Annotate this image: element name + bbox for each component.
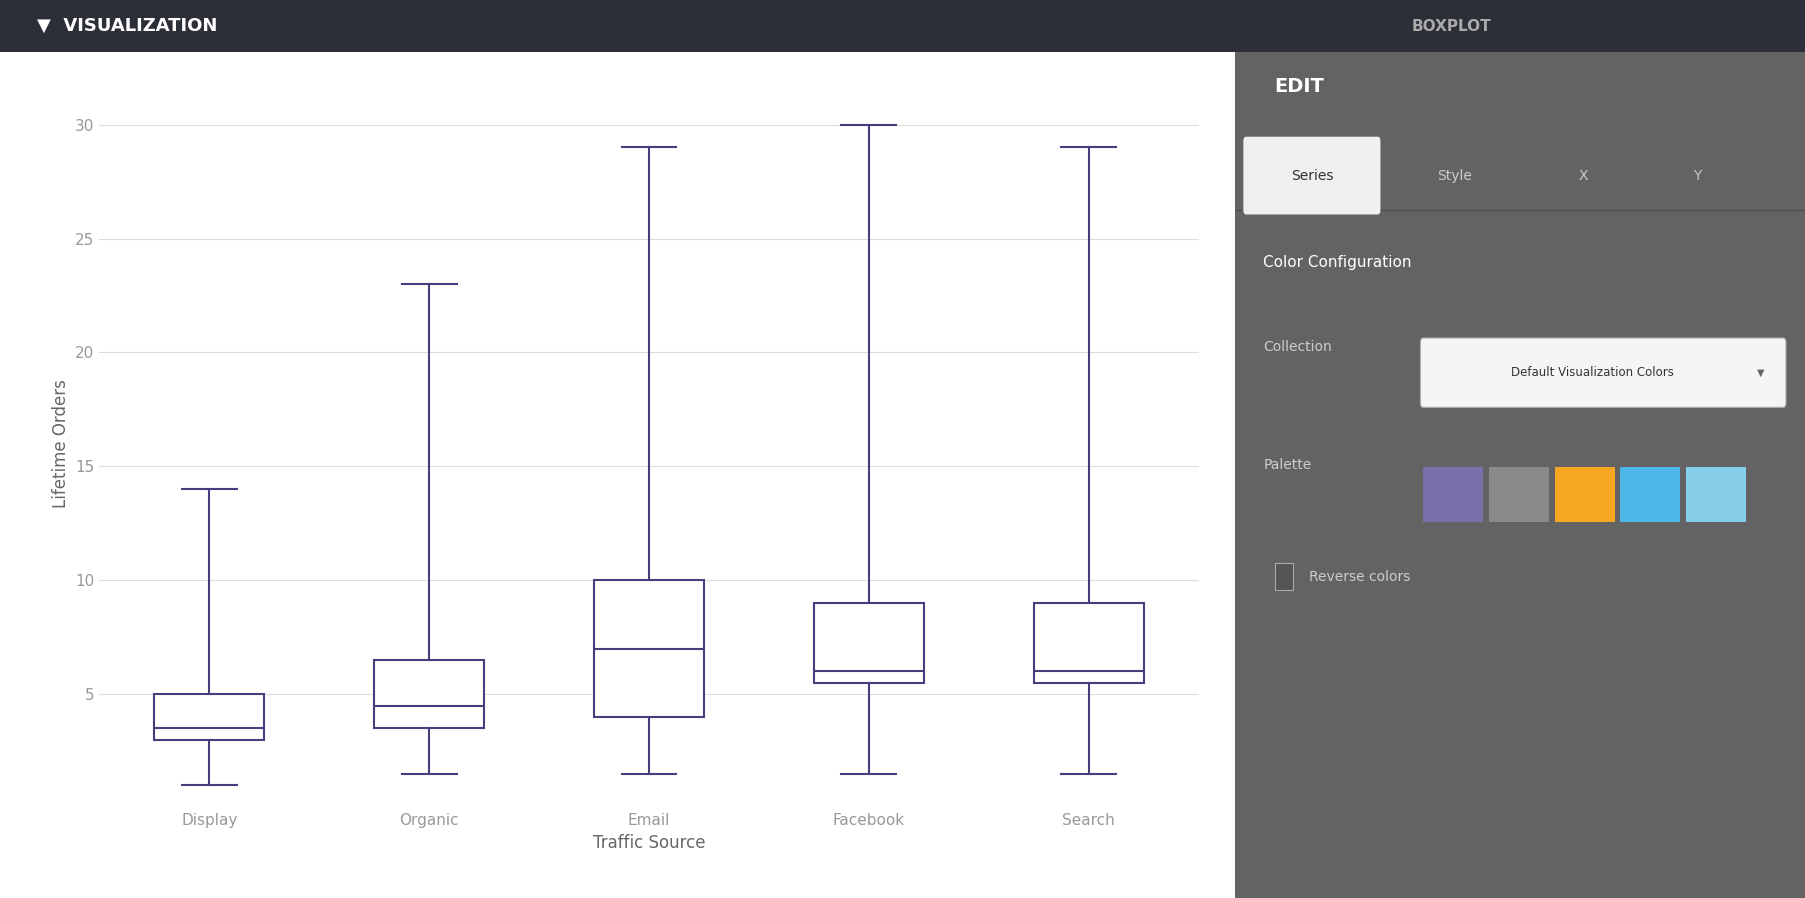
Bar	[1686, 467, 1745, 522]
FancyBboxPatch shape	[1242, 136, 1379, 215]
Text: Series: Series	[1291, 169, 1332, 182]
Bar	[1554, 467, 1614, 522]
Bar	[1422, 467, 1482, 522]
Text: Style: Style	[1437, 169, 1471, 182]
Text: EDIT: EDIT	[1274, 77, 1323, 96]
Text: Color Configuration: Color Configuration	[1264, 255, 1412, 270]
Text: Collection: Collection	[1264, 339, 1332, 354]
Text: Y: Y	[1693, 169, 1700, 182]
PathPatch shape	[374, 660, 484, 728]
Text: Default Visualization Colors: Default Visualization Colors	[1511, 366, 1673, 379]
Text: Palette: Palette	[1264, 458, 1310, 472]
Y-axis label: Lifetime Orders: Lifetime Orders	[52, 379, 70, 508]
PathPatch shape	[814, 603, 924, 682]
Text: Reverse colors: Reverse colors	[1309, 569, 1410, 584]
PathPatch shape	[153, 694, 264, 740]
Text: X: X	[1578, 169, 1587, 182]
Text: ▼  VISUALIZATION: ▼ VISUALIZATION	[38, 17, 217, 35]
PathPatch shape	[1032, 603, 1143, 682]
FancyBboxPatch shape	[1419, 338, 1785, 408]
X-axis label: Traffic Source: Traffic Source	[592, 833, 704, 851]
Text: ▼: ▼	[1756, 367, 1763, 378]
Bar	[1487, 467, 1549, 522]
FancyBboxPatch shape	[1274, 563, 1292, 590]
PathPatch shape	[594, 580, 704, 717]
Bar	[1619, 467, 1679, 522]
Text: BOXPLOT: BOXPLOT	[1412, 19, 1491, 33]
